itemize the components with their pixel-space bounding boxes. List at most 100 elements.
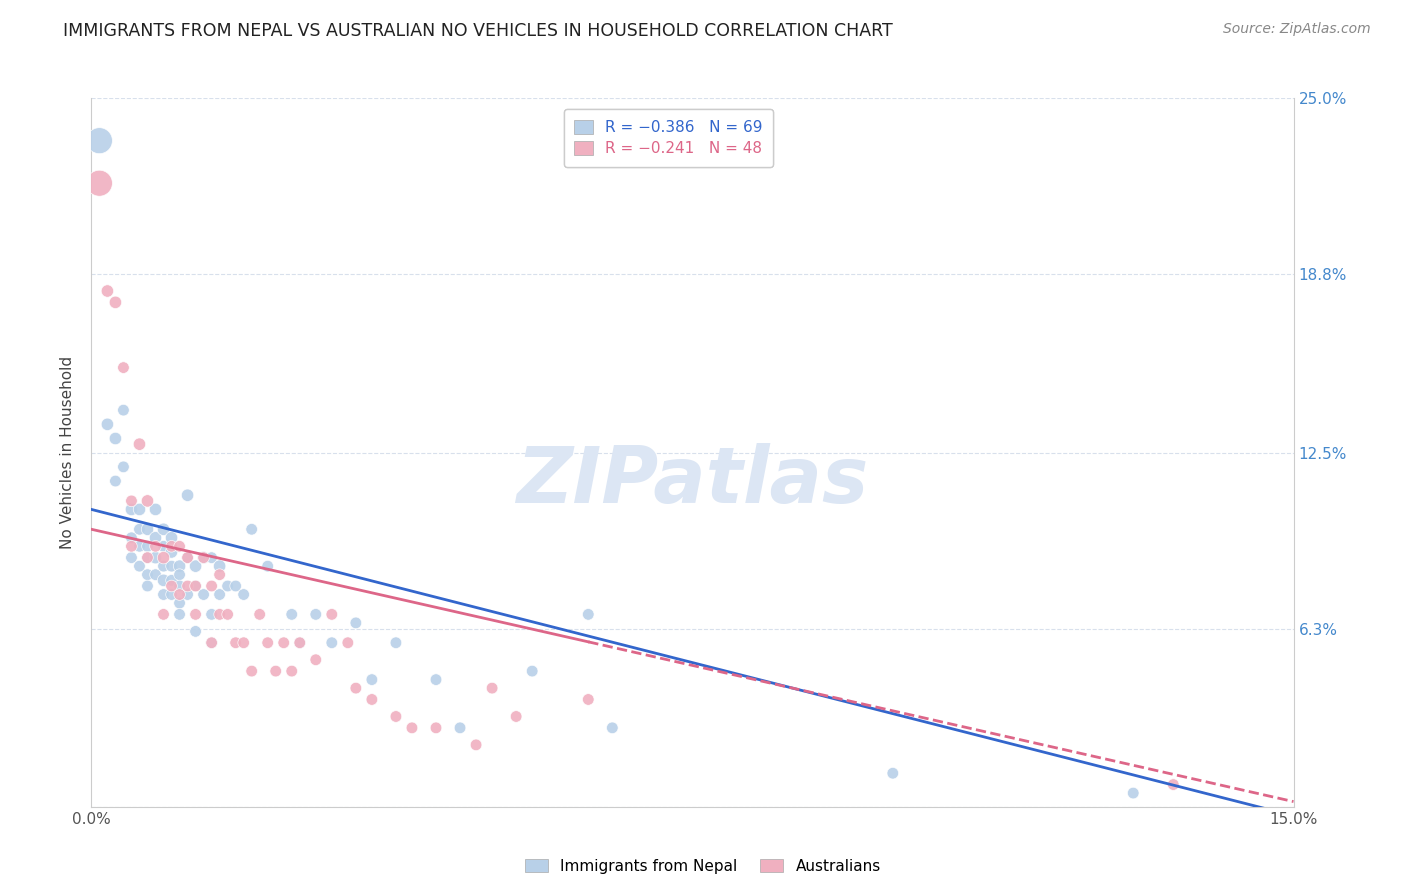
Point bbox=[104, 474, 127, 488]
Point bbox=[169, 607, 191, 622]
Point bbox=[184, 624, 207, 639]
Point bbox=[121, 502, 143, 516]
Point bbox=[281, 664, 304, 678]
Point bbox=[121, 539, 143, 553]
Point bbox=[145, 502, 167, 516]
Point bbox=[89, 176, 111, 190]
Point bbox=[522, 664, 544, 678]
Point bbox=[112, 459, 135, 474]
Point bbox=[344, 681, 367, 695]
Point bbox=[128, 522, 150, 536]
Text: ZIPatlas: ZIPatlas bbox=[516, 443, 869, 519]
Point bbox=[240, 664, 263, 678]
Point bbox=[136, 539, 159, 553]
Point bbox=[152, 607, 174, 622]
Point bbox=[136, 579, 159, 593]
Point bbox=[145, 550, 167, 565]
Point bbox=[201, 579, 224, 593]
Point bbox=[169, 588, 191, 602]
Point bbox=[96, 417, 118, 432]
Point bbox=[145, 567, 167, 582]
Point bbox=[169, 567, 191, 582]
Point bbox=[136, 550, 159, 565]
Point bbox=[449, 721, 471, 735]
Point bbox=[112, 360, 135, 375]
Point bbox=[136, 494, 159, 508]
Point bbox=[128, 437, 150, 451]
Point bbox=[152, 522, 174, 536]
Point bbox=[225, 636, 247, 650]
Point bbox=[201, 636, 224, 650]
Point bbox=[576, 692, 599, 706]
Point bbox=[145, 531, 167, 545]
Point bbox=[256, 636, 278, 650]
Point bbox=[208, 607, 231, 622]
Point bbox=[184, 607, 207, 622]
Point bbox=[576, 607, 599, 622]
Point bbox=[505, 709, 527, 723]
Point bbox=[321, 636, 343, 650]
Point bbox=[321, 607, 343, 622]
Point bbox=[169, 539, 191, 553]
Point bbox=[152, 588, 174, 602]
Point bbox=[425, 721, 447, 735]
Point bbox=[96, 284, 118, 298]
Point bbox=[176, 488, 198, 502]
Point bbox=[264, 664, 287, 678]
Point bbox=[184, 579, 207, 593]
Point bbox=[136, 567, 159, 582]
Point bbox=[176, 550, 198, 565]
Point bbox=[176, 588, 198, 602]
Point bbox=[152, 559, 174, 574]
Point bbox=[602, 721, 624, 735]
Point bbox=[882, 766, 904, 780]
Point bbox=[425, 673, 447, 687]
Point bbox=[360, 673, 382, 687]
Point bbox=[385, 709, 408, 723]
Point bbox=[152, 574, 174, 588]
Point bbox=[145, 539, 167, 553]
Point bbox=[152, 550, 174, 565]
Point bbox=[288, 636, 311, 650]
Point bbox=[152, 539, 174, 553]
Point bbox=[201, 550, 224, 565]
Point bbox=[160, 588, 183, 602]
Point bbox=[104, 295, 127, 310]
Point bbox=[193, 588, 215, 602]
Point bbox=[385, 636, 408, 650]
Point bbox=[305, 653, 328, 667]
Point bbox=[160, 539, 183, 553]
Point bbox=[184, 559, 207, 574]
Point bbox=[128, 539, 150, 553]
Point bbox=[281, 607, 304, 622]
Point bbox=[208, 567, 231, 582]
Point bbox=[481, 681, 503, 695]
Point bbox=[225, 579, 247, 593]
Point bbox=[217, 579, 239, 593]
Legend: R = −0.386   N = 69, R = −0.241   N = 48: R = −0.386 N = 69, R = −0.241 N = 48 bbox=[564, 110, 773, 167]
Point bbox=[160, 559, 183, 574]
Point bbox=[89, 134, 111, 148]
Point bbox=[169, 596, 191, 610]
Point bbox=[169, 579, 191, 593]
Point bbox=[136, 550, 159, 565]
Point bbox=[305, 607, 328, 622]
Text: Source: ZipAtlas.com: Source: ZipAtlas.com bbox=[1223, 22, 1371, 37]
Y-axis label: No Vehicles in Household: No Vehicles in Household bbox=[60, 356, 76, 549]
Point bbox=[160, 579, 183, 593]
Point bbox=[344, 615, 367, 630]
Point bbox=[273, 636, 295, 650]
Point bbox=[217, 607, 239, 622]
Point bbox=[360, 692, 382, 706]
Point bbox=[1163, 778, 1185, 792]
Point bbox=[232, 588, 254, 602]
Point bbox=[160, 545, 183, 559]
Point bbox=[128, 559, 150, 574]
Point bbox=[193, 550, 215, 565]
Point bbox=[169, 559, 191, 574]
Point bbox=[193, 550, 215, 565]
Point bbox=[465, 738, 488, 752]
Point bbox=[121, 550, 143, 565]
Point bbox=[201, 636, 224, 650]
Point bbox=[1122, 786, 1144, 800]
